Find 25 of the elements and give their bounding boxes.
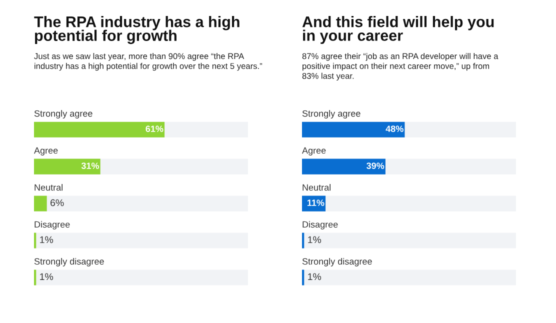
data-label: 39% xyxy=(366,162,384,169)
y-tick-label: Disagree xyxy=(34,221,70,230)
data-label: 48% xyxy=(386,126,404,132)
y-tick-label: Neutral xyxy=(302,184,330,191)
data-label: 1% xyxy=(308,236,322,244)
y-tick-label: Strongly agree xyxy=(34,110,92,118)
y-tick-label: Strongly disagree xyxy=(34,258,104,266)
y-tick-label: Strongly disagree xyxy=(302,258,372,266)
chart-title: The RPA industry has a high potential for growth xyxy=(34,16,240,44)
data-label: 1% xyxy=(308,273,322,280)
data-label: 1% xyxy=(40,236,54,244)
bar xyxy=(34,196,47,212)
y-tick-label: Strongly agree xyxy=(302,110,360,118)
y-tick-label: Agree xyxy=(34,147,58,156)
data-label: 6% xyxy=(50,199,64,206)
chart-subtitle: Just as we saw last year, more than 90% agree “the RPA industry has a high potential for growth over the next 5 years.” xyxy=(34,53,262,71)
data-label: 1% xyxy=(40,273,54,280)
data-label: 31% xyxy=(81,162,100,169)
y-tick-label: Disagree xyxy=(302,221,338,230)
data-label: 11% xyxy=(307,200,324,206)
chart-subtitle: 87% agree their “job as an RPA developer will have a positive impact on their next career move,” up from 83% last year. xyxy=(302,53,498,81)
data-label: 61% xyxy=(146,126,164,132)
chart-title: And this field will help you in your career xyxy=(302,16,494,44)
y-tick-label: Neutral xyxy=(34,184,62,191)
y-tick-label: Agree xyxy=(302,147,326,156)
